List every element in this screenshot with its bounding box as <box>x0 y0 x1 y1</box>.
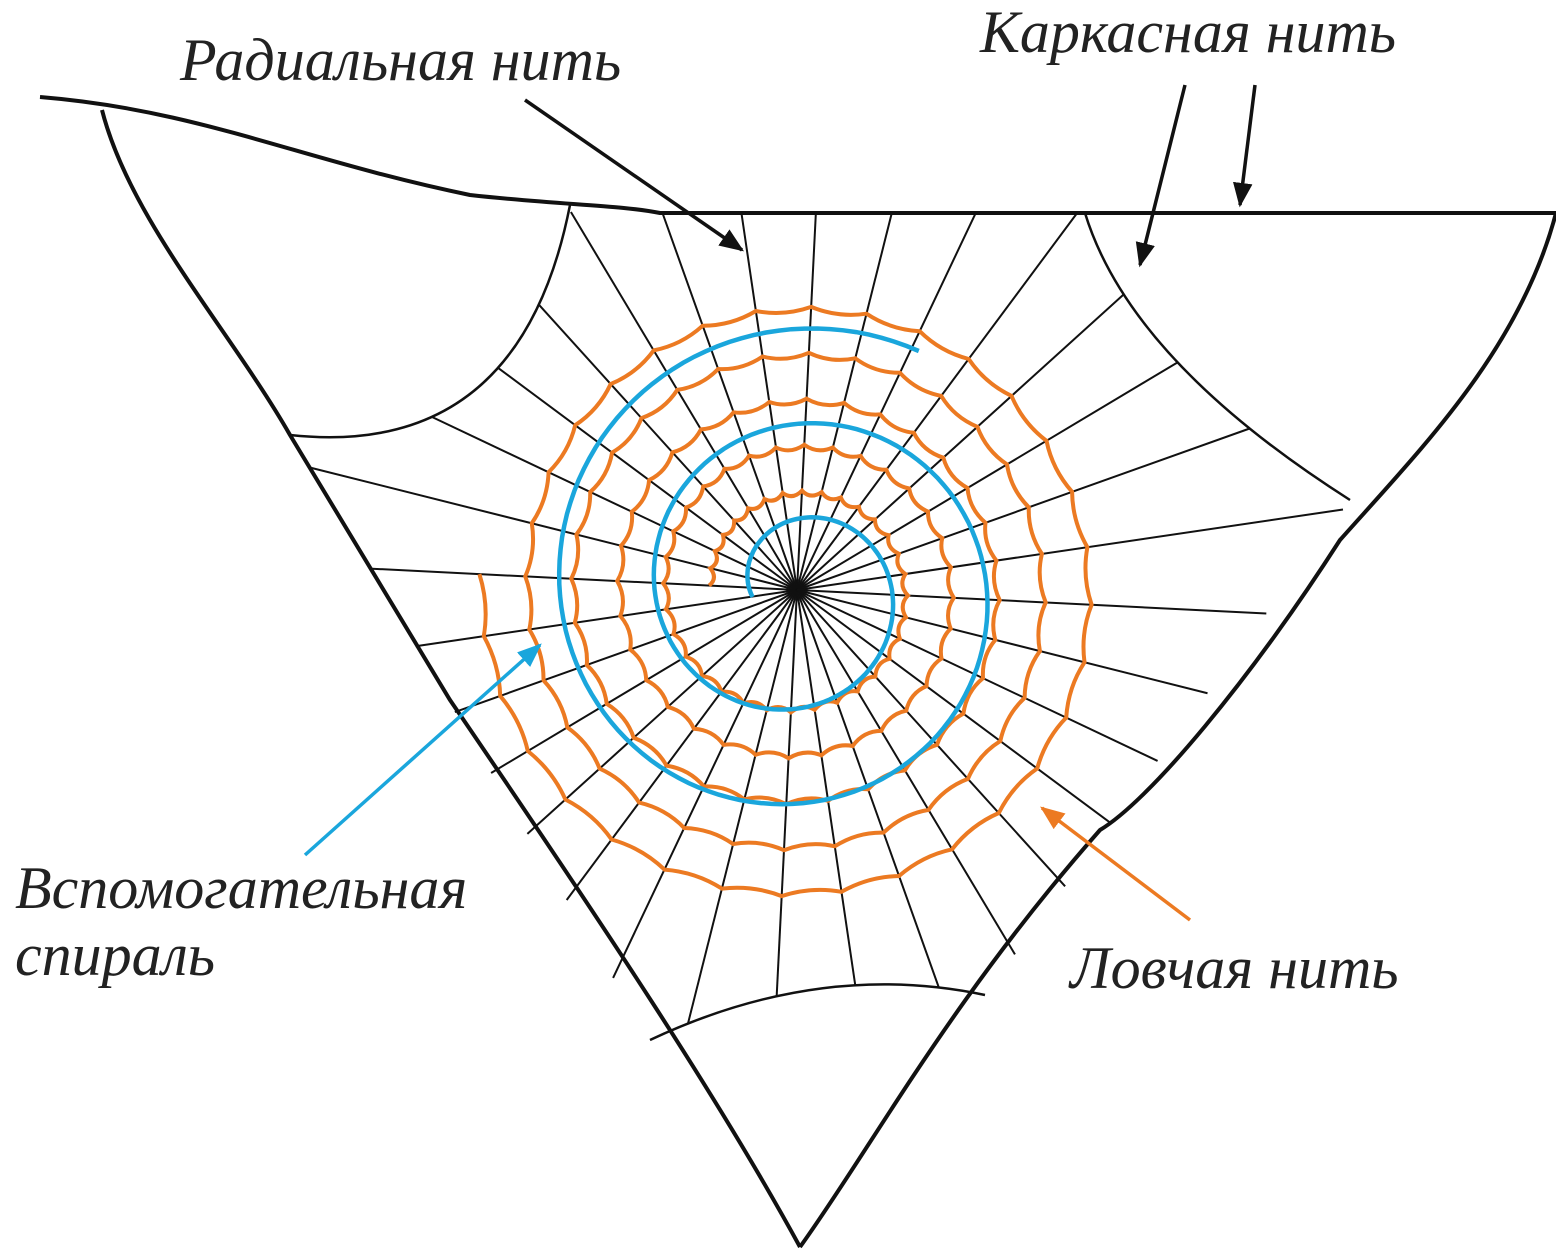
arc <box>1085 213 1350 500</box>
radial-line <box>613 590 797 978</box>
radial-line <box>797 590 1111 824</box>
radial-line <box>797 590 1266 613</box>
radial-line <box>432 417 797 590</box>
radial-line <box>416 590 797 646</box>
radial-line <box>455 590 797 712</box>
arrow <box>1042 808 1190 920</box>
radial-line <box>797 294 1124 590</box>
radial-line <box>491 590 797 773</box>
top-frame <box>40 97 1556 213</box>
arrow <box>525 100 742 250</box>
arc <box>650 984 985 1040</box>
label: спираль <box>15 922 215 988</box>
radial-line <box>797 510 1343 590</box>
arrow <box>1140 85 1185 265</box>
page: {"labels": {"radial_thread": "Радиальная… <box>0 0 1556 1255</box>
arrow <box>305 645 540 855</box>
radial-line <box>797 590 855 985</box>
label: Вспомогательная <box>15 855 467 921</box>
radial-line <box>370 569 797 590</box>
arrow <box>1240 85 1255 205</box>
label: Ловчая нить <box>1068 935 1399 1001</box>
radial-line <box>567 590 797 900</box>
label: Радиальная нить <box>179 27 621 93</box>
radial-line <box>309 467 797 590</box>
radial-line <box>688 590 797 1024</box>
frame-threads <box>40 97 1556 1247</box>
radial-line <box>797 590 1158 761</box>
radial-line <box>571 212 797 590</box>
right-frame <box>800 213 1556 1247</box>
radial-line <box>797 590 1065 886</box>
radial-line <box>777 590 797 996</box>
left-frame <box>102 110 800 1247</box>
arc <box>290 205 570 437</box>
radial-line <box>797 428 1250 590</box>
label: Каркасная нить <box>979 0 1396 65</box>
radial-line <box>797 362 1178 590</box>
spider-web-diagram: Радиальная нить Каркасная нить Вспомогат… <box>0 0 1556 1255</box>
